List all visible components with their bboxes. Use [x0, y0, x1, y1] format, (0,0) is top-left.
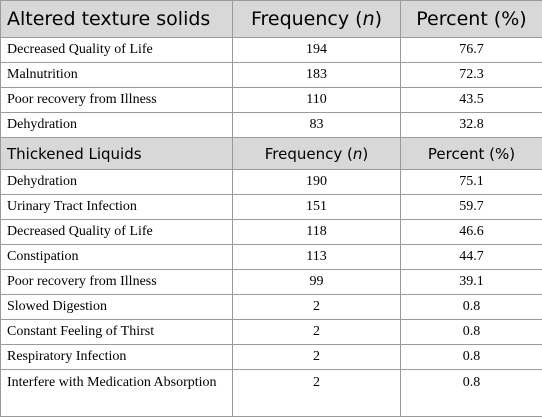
frequency-cell: 183 [233, 63, 401, 88]
frequency-column-header: Frequency (n) [233, 138, 401, 170]
row-label: Slowed Digestion [1, 295, 233, 320]
percent-cell: 43.5 [401, 88, 542, 113]
table-row: Interfere with Medication Absorption 2 0… [1, 370, 542, 417]
percent-cell: 32.8 [401, 113, 542, 138]
percent-cell: 75.1 [401, 170, 542, 195]
percent-cell: 59.7 [401, 195, 542, 220]
table-row: Malnutrition 183 72.3 [1, 63, 542, 88]
row-label: Respiratory Infection [1, 345, 233, 370]
table-row: Poor recovery from Illness 110 43.5 [1, 88, 542, 113]
row-label: Dehydration [1, 113, 233, 138]
frequency-cell: 110 [233, 88, 401, 113]
percent-column-header: Percent (%) [401, 138, 542, 170]
row-label: Decreased Quality of Life [1, 38, 233, 63]
percent-cell: 76.7 [401, 38, 542, 63]
table-row: Constipation 113 44.7 [1, 245, 542, 270]
frequency-cell: 2 [233, 295, 401, 320]
frequency-cell: 2 [233, 370, 401, 417]
frequency-cell: 2 [233, 345, 401, 370]
row-label: Poor recovery from Illness [1, 88, 233, 113]
frequency-cell: 113 [233, 245, 401, 270]
row-label: Interfere with Medication Absorption [1, 370, 233, 417]
table-row: Decreased Quality of Life 118 46.6 [1, 220, 542, 245]
frequency-column-header: Frequency (n) [233, 1, 401, 38]
table-row: Dehydration 83 32.8 [1, 113, 542, 138]
percent-cell: 39.1 [401, 270, 542, 295]
section-header-altered-texture-solids: Altered texture solids Frequency (n) Per… [1, 1, 542, 38]
percent-cell: 0.8 [401, 295, 542, 320]
section-header-thickened-liquids: Thickened Liquids Frequency (n) Percent … [1, 138, 542, 170]
frequency-cell: 83 [233, 113, 401, 138]
table-row: Respiratory Infection 2 0.8 [1, 345, 542, 370]
frequency-cell: 194 [233, 38, 401, 63]
percent-cell: 44.7 [401, 245, 542, 270]
row-label: Malnutrition [1, 63, 233, 88]
row-label: Decreased Quality of Life [1, 220, 233, 245]
frequency-cell: 99 [233, 270, 401, 295]
table-row: Dehydration 190 75.1 [1, 170, 542, 195]
percent-cell: 0.8 [401, 345, 542, 370]
percent-cell: 0.8 [401, 320, 542, 345]
percent-column-header: Percent (%) [401, 1, 542, 38]
section-title: Altered texture solids [1, 1, 233, 38]
table-row: Urinary Tract Infection 151 59.7 [1, 195, 542, 220]
row-label: Dehydration [1, 170, 233, 195]
frequency-cell: 151 [233, 195, 401, 220]
percent-cell: 72.3 [401, 63, 542, 88]
row-label: Constant Feeling of Thirst [1, 320, 233, 345]
row-label: Constipation [1, 245, 233, 270]
frequency-cell: 2 [233, 320, 401, 345]
table-row: Constant Feeling of Thirst 2 0.8 [1, 320, 542, 345]
table-row: Decreased Quality of Life 194 76.7 [1, 38, 542, 63]
row-label: Urinary Tract Infection [1, 195, 233, 220]
percent-cell: 46.6 [401, 220, 542, 245]
frequency-cell: 190 [233, 170, 401, 195]
table-row: Slowed Digestion 2 0.8 [1, 295, 542, 320]
table-row: Poor recovery from Illness 99 39.1 [1, 270, 542, 295]
section-title: Thickened Liquids [1, 138, 233, 170]
row-label: Poor recovery from Illness [1, 270, 233, 295]
percent-cell: 0.8 [401, 370, 542, 417]
frequency-cell: 118 [233, 220, 401, 245]
